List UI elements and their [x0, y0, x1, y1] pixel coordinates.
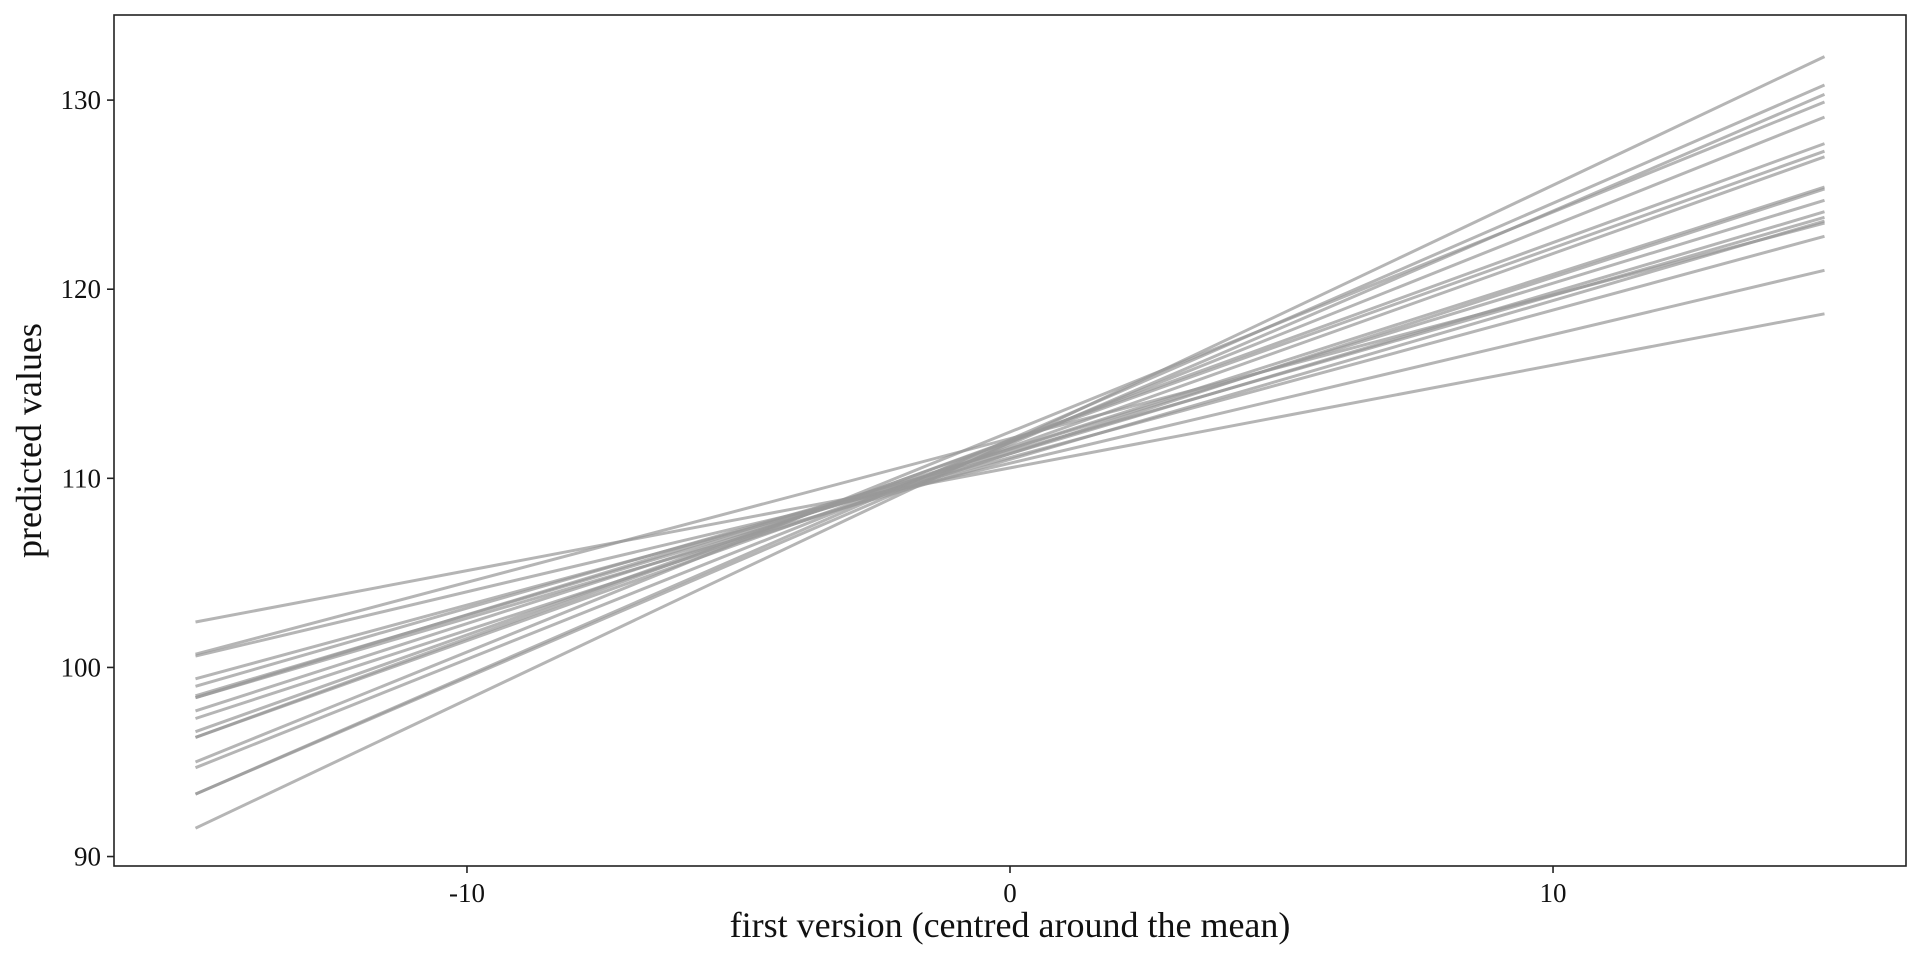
series-line-16 — [195, 221, 1825, 656]
series-line-15 — [195, 234, 1825, 681]
x-axis: -10 0 10 — [449, 866, 1567, 908]
series-line-4 — [194, 100, 1826, 764]
y-tick-label: 130 — [61, 85, 102, 115]
series-lines — [194, 55, 1826, 830]
y-axis-title: predicted values — [9, 323, 49, 558]
series-line-14 — [195, 219, 1825, 700]
series-line-17 — [195, 268, 1825, 658]
series-line-8 — [194, 155, 1826, 739]
series-line-3 — [194, 93, 1826, 796]
y-tick-label: 100 — [61, 652, 102, 682]
x-tick-label: 10 — [1540, 878, 1567, 908]
x-tick-label: 0 — [1003, 878, 1017, 908]
x-axis-title: first version (centred around the mean) — [730, 905, 1291, 945]
series-line-7 — [194, 149, 1826, 734]
y-tick-label: 110 — [62, 463, 102, 493]
y-tick-label: 90 — [74, 842, 101, 872]
x-tick-label: -10 — [449, 878, 485, 908]
y-axis: 90 100 110 120 130 — [61, 85, 114, 872]
y-tick-label: 120 — [61, 274, 102, 304]
series-line-12 — [195, 210, 1825, 698]
series-line-18 — [195, 312, 1825, 624]
